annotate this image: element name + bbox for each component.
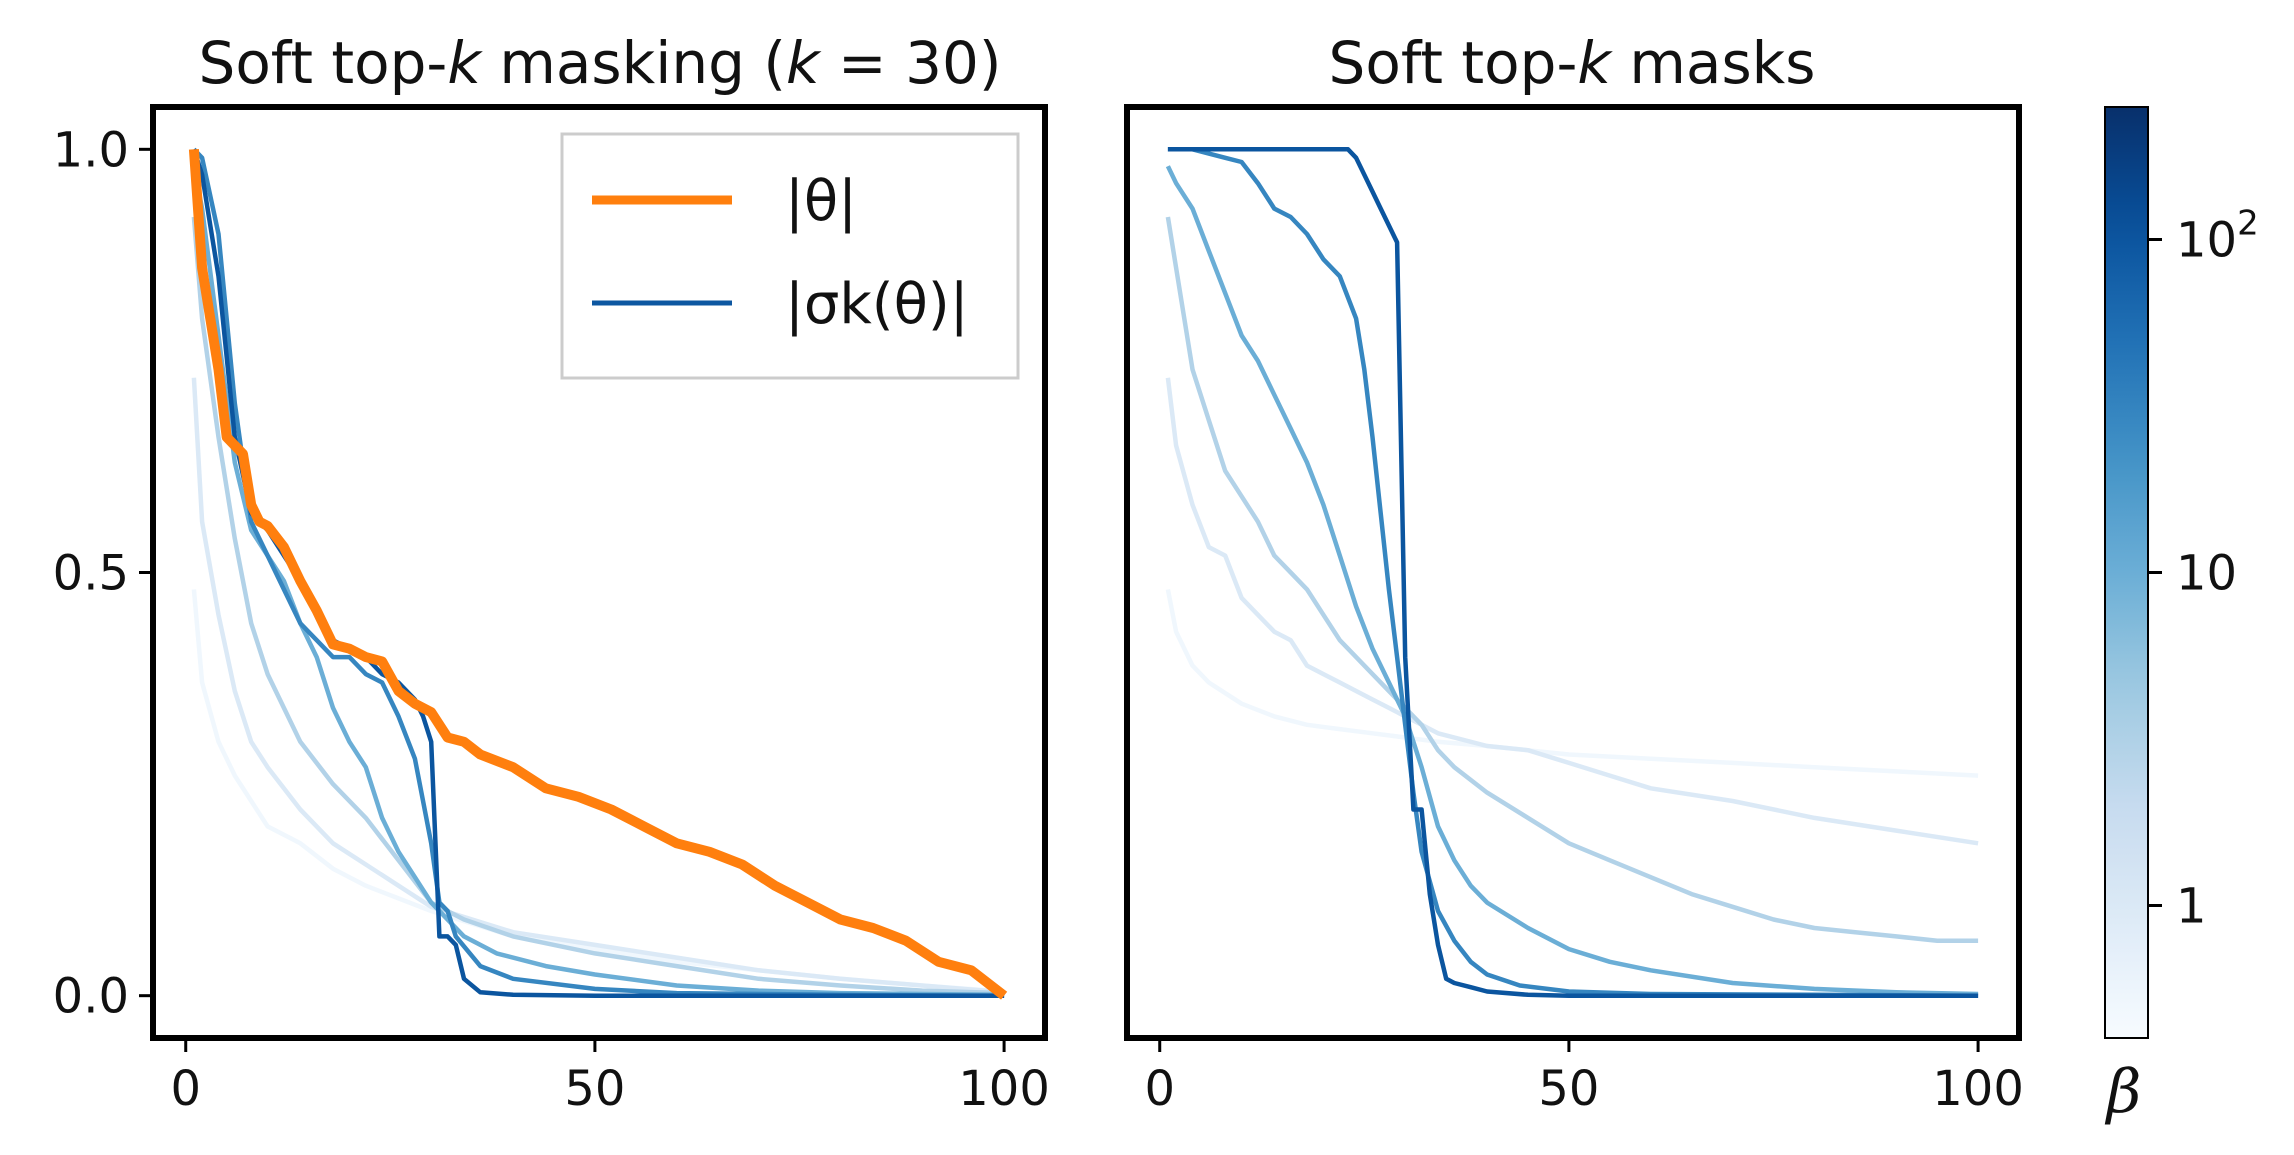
left-ytick-label: 0.5 [53,546,129,602]
left-xtick-label: 0 [170,1061,201,1117]
left-series-beta-30 [192,147,1005,998]
left-ytick-label: 1.0 [53,122,129,178]
left-xtick-label: 100 [958,1061,1050,1117]
right-plot-frame [1124,104,2022,1041]
right-series-beta-10 [1165,165,1979,997]
left-series-beta-1 [191,377,1005,995]
colorbar [2104,106,2149,1039]
right-series-beta-0_5 [1165,588,1979,778]
left-series-beta-3 [191,216,1005,996]
left-plot-lines [188,147,1008,1000]
right-series-beta-100 [1167,147,1979,998]
legend-box [560,132,1020,380]
theta-series-line [188,148,1008,1000]
left-xtick-label: 50 [564,1061,625,1117]
colorbar-label: β [2105,1057,2142,1127]
right-chart-title: Soft top-k masks [1329,29,1816,97]
left-chart-title: Soft top-k masking (k = 30) [199,29,1002,97]
right-plot-lines [1165,147,1979,998]
left-series-beta-10 [191,165,1005,998]
right-xtick-label: 0 [1144,1061,1175,1117]
left-axis-ticks: 0 50 100 0.0 0.5 1.0 [53,122,1050,1117]
colorbar-tick-label: 102 [2176,204,2259,269]
legend-label-sigma: |σk(θ)| [785,272,969,337]
right-series-beta-3 [1165,216,1979,943]
legend: |θ| |σk(θ)| [560,132,1020,380]
colorbar-tick-label: 10 [2176,546,2237,602]
right-series-beta-30 [1167,147,1979,998]
right-series-beta-1 [1165,377,1979,846]
right-axis-ticks: 0 50 100 [1144,1038,2024,1117]
right-xtick-label: 100 [1932,1061,2024,1117]
left-ytick-label: 0.0 [53,969,129,1025]
right-xtick-label: 50 [1538,1061,1599,1117]
colorbar-ticks: 1 10 102 [2148,204,2259,934]
colorbar-tick-label: 1 [2176,878,2207,934]
legend-label-theta: |θ| [785,169,857,234]
